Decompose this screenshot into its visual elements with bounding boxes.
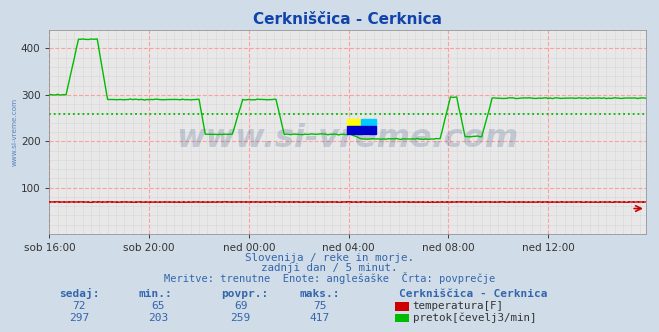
Text: Slovenija / reke in morje.: Slovenija / reke in morje. — [245, 253, 414, 263]
Text: 75: 75 — [313, 301, 326, 311]
Text: www.si-vreme.com: www.si-vreme.com — [177, 123, 519, 154]
Bar — [347, 119, 361, 126]
Bar — [347, 126, 376, 134]
Text: www.si-vreme.com: www.si-vreme.com — [12, 98, 18, 166]
Text: maks.:: maks.: — [300, 289, 340, 299]
Text: 259: 259 — [231, 313, 250, 323]
Text: min.:: min.: — [138, 289, 172, 299]
Text: pretok[čevelj3/min]: pretok[čevelj3/min] — [413, 312, 536, 323]
Bar — [361, 119, 376, 126]
Text: 297: 297 — [69, 313, 89, 323]
Text: 72: 72 — [72, 301, 86, 311]
Text: 65: 65 — [152, 301, 165, 311]
Text: 417: 417 — [310, 313, 330, 323]
Text: sedaj:: sedaj: — [59, 288, 100, 299]
Text: Cerkniščica - Cerknica: Cerkniščica - Cerknica — [399, 289, 547, 299]
Text: povpr.:: povpr.: — [221, 289, 268, 299]
Text: temperatura[F]: temperatura[F] — [413, 301, 503, 311]
Text: zadnji dan / 5 minut.: zadnji dan / 5 minut. — [261, 263, 398, 273]
Text: 69: 69 — [234, 301, 247, 311]
Title: Cerkniščica - Cerknica: Cerkniščica - Cerknica — [253, 12, 442, 27]
Text: Meritve: trenutne  Enote: anglešaške  Črta: povprečje: Meritve: trenutne Enote: anglešaške Črta… — [164, 272, 495, 284]
Text: 203: 203 — [148, 313, 168, 323]
